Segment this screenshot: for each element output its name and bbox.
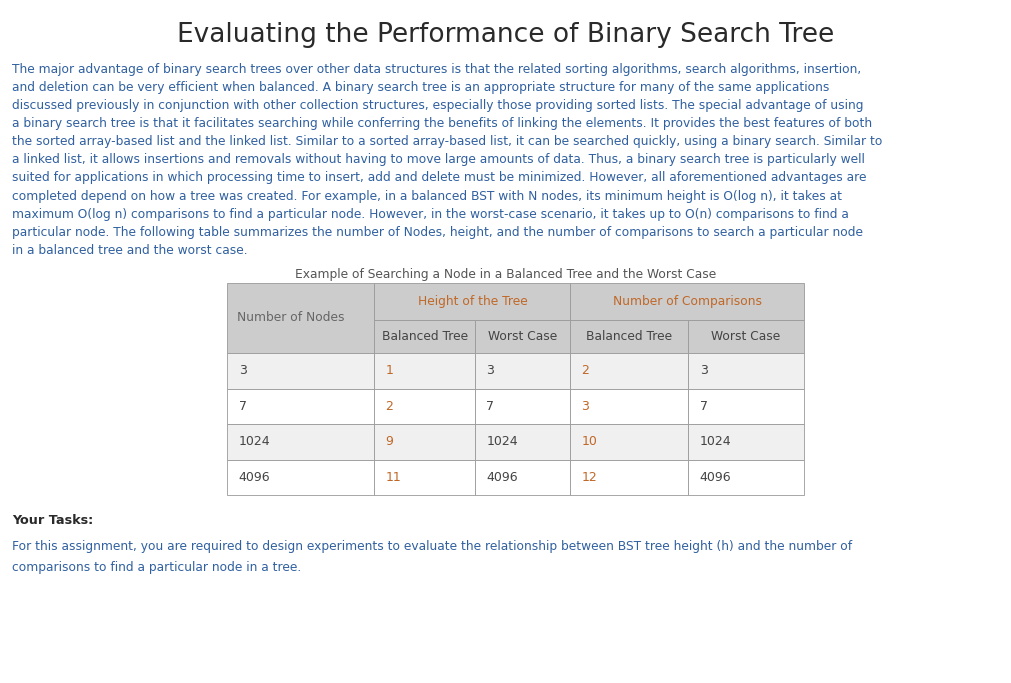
Text: Worst Case: Worst Case	[712, 330, 780, 344]
Text: comparisons to find a particular node in a tree.: comparisons to find a particular node in…	[12, 561, 301, 574]
Text: discussed previously in conjunction with other collection structures, especially: discussed previously in conjunction with…	[12, 99, 863, 112]
FancyBboxPatch shape	[475, 460, 570, 495]
FancyBboxPatch shape	[227, 424, 374, 460]
FancyBboxPatch shape	[688, 389, 804, 424]
Text: 4096: 4096	[239, 471, 270, 484]
Text: 3: 3	[581, 400, 589, 413]
FancyBboxPatch shape	[570, 424, 688, 460]
Text: 1024: 1024	[486, 435, 518, 449]
Text: particular node. The following table summarizes the number of Nodes, height, and: particular node. The following table sum…	[12, 225, 863, 239]
FancyBboxPatch shape	[570, 320, 688, 353]
FancyBboxPatch shape	[475, 389, 570, 424]
Text: 7: 7	[486, 400, 494, 413]
Text: Number of Nodes: Number of Nodes	[237, 311, 344, 324]
Text: 3: 3	[486, 364, 494, 378]
Text: suited for applications in which processing time to insert, add and delete must : suited for applications in which process…	[12, 171, 866, 184]
FancyBboxPatch shape	[227, 283, 374, 353]
FancyBboxPatch shape	[570, 353, 688, 389]
FancyBboxPatch shape	[227, 353, 374, 389]
Text: The major advantage of binary search trees over other data structures is that th: The major advantage of binary search tre…	[12, 63, 861, 76]
FancyBboxPatch shape	[227, 389, 374, 424]
FancyBboxPatch shape	[688, 460, 804, 495]
FancyBboxPatch shape	[570, 389, 688, 424]
FancyBboxPatch shape	[475, 353, 570, 389]
Text: 10: 10	[581, 435, 598, 449]
Text: and deletion can be very efficient when balanced. A binary search tree is an app: and deletion can be very efficient when …	[12, 81, 829, 94]
FancyBboxPatch shape	[374, 424, 475, 460]
FancyBboxPatch shape	[688, 320, 804, 353]
FancyBboxPatch shape	[475, 424, 570, 460]
FancyBboxPatch shape	[374, 283, 570, 320]
Text: Balanced Tree: Balanced Tree	[382, 330, 468, 344]
Text: 3: 3	[700, 364, 708, 378]
Text: 2: 2	[581, 364, 589, 378]
Text: Example of Searching a Node in a Balanced Tree and the Worst Case: Example of Searching a Node in a Balance…	[295, 268, 716, 281]
FancyBboxPatch shape	[374, 320, 475, 353]
FancyBboxPatch shape	[475, 320, 570, 353]
Text: Evaluating the Performance of Binary Search Tree: Evaluating the Performance of Binary Sea…	[177, 22, 834, 48]
Text: 4096: 4096	[700, 471, 731, 484]
Text: maximum O(log n) comparisons to find a particular node. However, in the worst-ca: maximum O(log n) comparisons to find a p…	[12, 208, 849, 221]
FancyBboxPatch shape	[374, 389, 475, 424]
FancyBboxPatch shape	[227, 460, 374, 495]
Text: Worst Case: Worst Case	[488, 330, 557, 344]
FancyBboxPatch shape	[688, 353, 804, 389]
Text: completed depend on how a tree was created. For example, in a balanced BST with : completed depend on how a tree was creat…	[12, 189, 842, 203]
Text: the sorted array-based list and the linked list. Similar to a sorted array-based: the sorted array-based list and the link…	[12, 135, 883, 148]
FancyBboxPatch shape	[570, 283, 804, 320]
Text: Height of the Tree: Height of the Tree	[418, 295, 528, 308]
Text: 4096: 4096	[486, 471, 518, 484]
Text: 7: 7	[239, 400, 247, 413]
Text: 2: 2	[385, 400, 393, 413]
Text: Balanced Tree: Balanced Tree	[586, 330, 672, 344]
FancyBboxPatch shape	[570, 460, 688, 495]
Text: 7: 7	[700, 400, 708, 413]
FancyBboxPatch shape	[374, 460, 475, 495]
Text: a linked list, it allows insertions and removals without having to move large am: a linked list, it allows insertions and …	[12, 153, 865, 167]
FancyBboxPatch shape	[374, 353, 475, 389]
Text: 9: 9	[385, 435, 393, 449]
Text: a binary search tree is that it facilitates searching while conferring the benef: a binary search tree is that it facilita…	[12, 117, 872, 130]
Text: Your Tasks:: Your Tasks:	[12, 514, 93, 527]
Text: 1: 1	[385, 364, 393, 378]
Text: For this assignment, you are required to design experiments to evaluate the rela: For this assignment, you are required to…	[12, 540, 852, 553]
Text: 1024: 1024	[700, 435, 731, 449]
Text: in a balanced tree and the worst case.: in a balanced tree and the worst case.	[12, 244, 248, 257]
Text: Number of Comparisons: Number of Comparisons	[613, 295, 761, 308]
Text: 11: 11	[385, 471, 401, 484]
Text: 3: 3	[239, 364, 247, 378]
Text: 1024: 1024	[239, 435, 270, 449]
Text: 12: 12	[581, 471, 598, 484]
FancyBboxPatch shape	[688, 424, 804, 460]
